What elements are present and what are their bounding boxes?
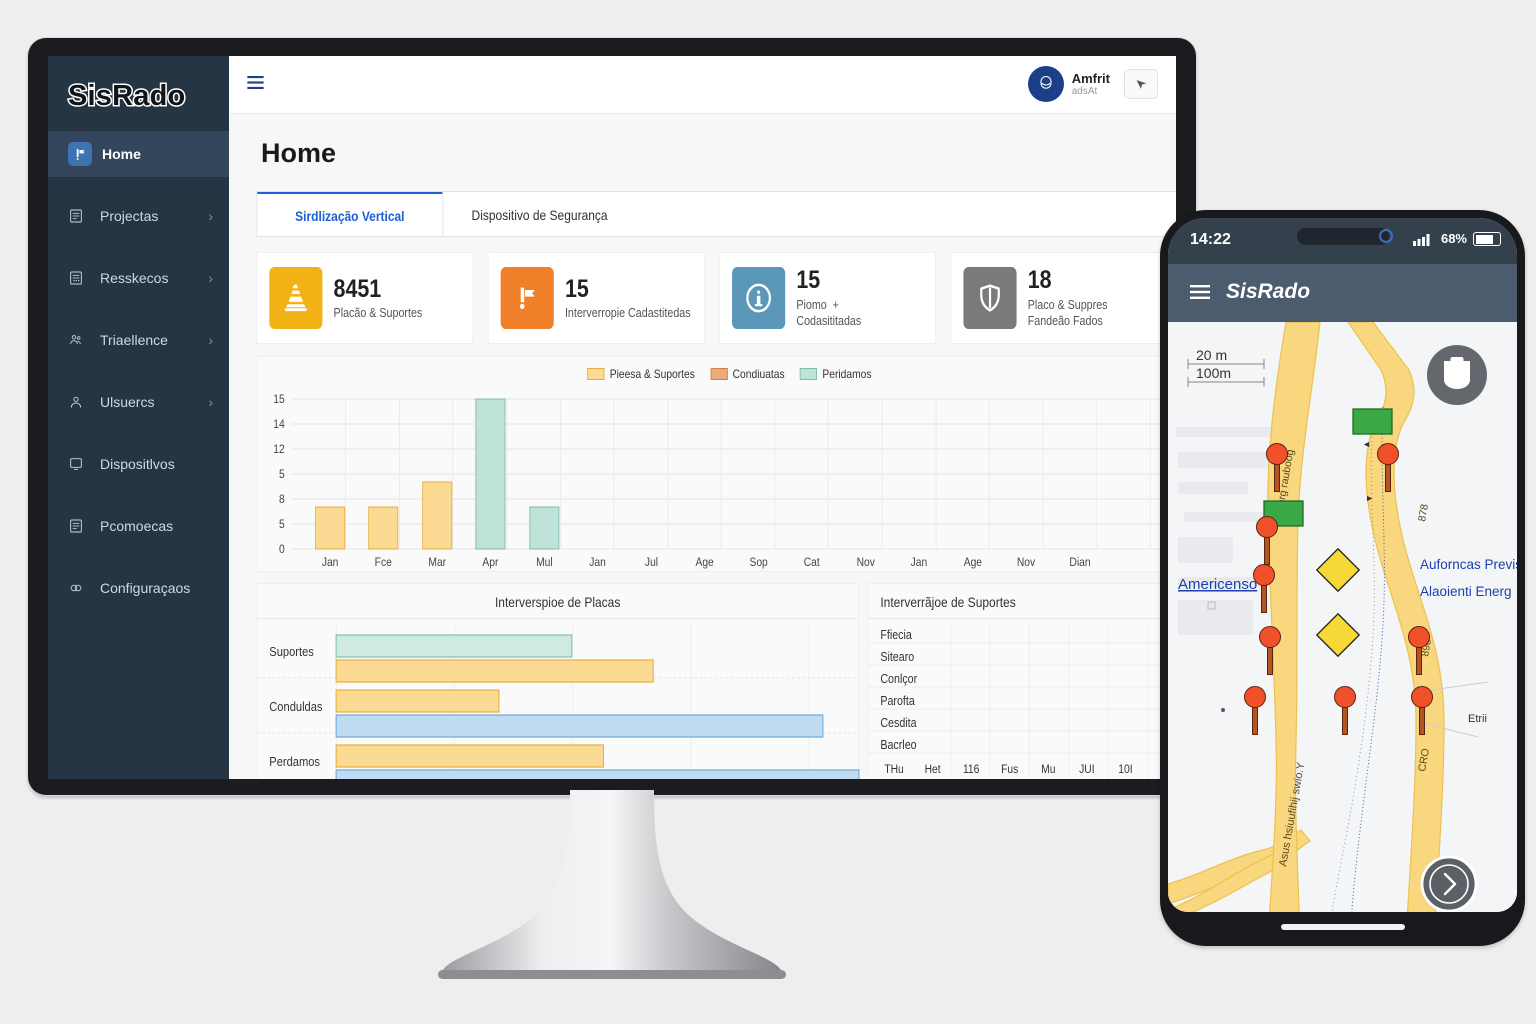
svg-text:Cat: Cat xyxy=(804,556,821,569)
svg-text:Sop: Sop xyxy=(749,556,767,569)
svg-text:20 m: 20 m xyxy=(1196,347,1227,363)
svg-text:15: 15 xyxy=(273,393,284,406)
svg-text:Het: Het xyxy=(925,763,942,776)
svg-text:Mu: Mu xyxy=(1041,763,1055,776)
svg-text:Suportes: Suportes xyxy=(269,644,314,659)
svg-text:8: 8 xyxy=(279,493,285,506)
svg-text:Dian: Dian xyxy=(1069,556,1090,569)
svg-text:Etrii: Etrii xyxy=(1468,713,1487,725)
svg-text:Nov: Nov xyxy=(857,556,876,569)
svg-text:Perdamos: Perdamos xyxy=(269,754,320,769)
svg-text:Conduldas: Conduldas xyxy=(269,699,322,714)
svg-text:100m: 100m xyxy=(1196,365,1231,381)
svg-text:116: 116 xyxy=(963,763,979,776)
svg-text:JUI: JUI xyxy=(1079,763,1094,776)
svg-text:12: 12 xyxy=(273,443,284,456)
svg-text:Conlçor: Conlçor xyxy=(880,672,917,686)
svg-text:Fce: Fce xyxy=(375,556,392,569)
svg-text:Mar: Mar xyxy=(428,556,446,569)
svg-text:Apr: Apr xyxy=(482,556,498,569)
svg-text:▼: ▼ xyxy=(1362,440,1372,449)
svg-text:0: 0 xyxy=(279,543,285,556)
svg-text:Auforncas Previs: Auforncas Previs xyxy=(1420,557,1517,572)
svg-text:5: 5 xyxy=(279,518,285,531)
svg-text:Jul: Jul xyxy=(645,556,658,569)
svg-text:Americenso: Americenso xyxy=(1178,576,1257,593)
svg-text:5: 5 xyxy=(279,468,285,481)
svg-text:Jan: Jan xyxy=(911,556,928,569)
svg-text:Alaoienti Energ: Alaoienti Energ xyxy=(1420,584,1512,599)
svg-text:Fus: Fus xyxy=(1001,763,1019,776)
svg-text:Age: Age xyxy=(964,556,982,569)
svg-text:Jan: Jan xyxy=(322,556,339,569)
svg-text:Age: Age xyxy=(695,556,713,569)
svg-text:▲: ▲ xyxy=(1365,494,1375,503)
svg-text:Cesdita: Cesdita xyxy=(880,716,917,730)
svg-text:Mul: Mul xyxy=(536,556,553,569)
svg-text:Bacrleo: Bacrleo xyxy=(880,738,916,752)
svg-text:878: 878 xyxy=(1416,503,1431,522)
svg-text:Nov: Nov xyxy=(1017,556,1036,569)
svg-text:Parofta: Parofta xyxy=(880,694,915,708)
svg-text:Jan: Jan xyxy=(589,556,606,569)
svg-text:Sitearo: Sitearo xyxy=(880,650,914,664)
svg-text:14: 14 xyxy=(273,418,284,431)
svg-text:THu: THu xyxy=(884,763,903,776)
svg-text:10I: 10I xyxy=(1118,763,1132,776)
svg-text:Ffiecia: Ffiecia xyxy=(880,628,912,642)
